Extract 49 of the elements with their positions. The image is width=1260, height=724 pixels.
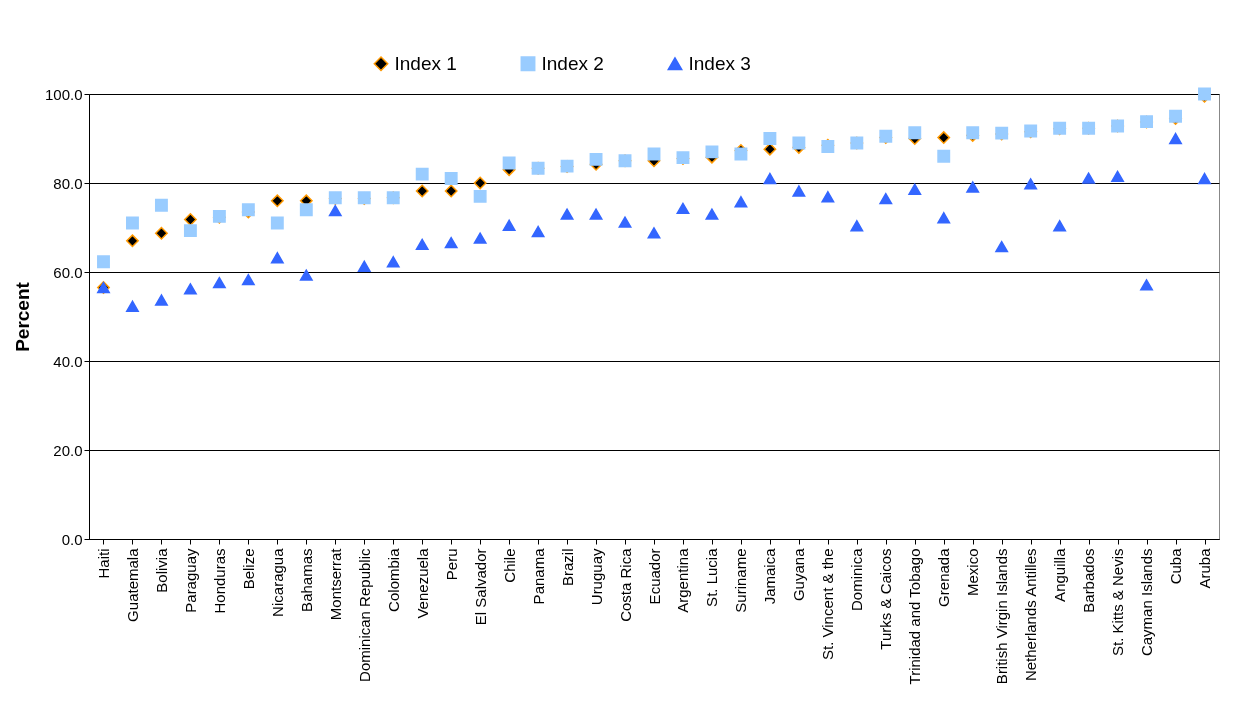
y-tick-label: 40.0: [53, 352, 83, 370]
x-tick-label: Mexico: [964, 548, 982, 597]
x-tick-label: Argentina: [674, 547, 692, 613]
y-axis-title: Percent: [11, 281, 33, 352]
x-tick-label: Cuba: [1167, 547, 1185, 585]
x-tick-label: Costa Rica: [616, 547, 634, 622]
x-tick-label: Netherlands Antilles: [1022, 548, 1040, 682]
legend-label: Index 3: [688, 52, 751, 74]
x-tick-label: Bolivia: [152, 547, 170, 593]
x-tick-label: Haiti: [94, 548, 112, 579]
x-tick-label: Guyana: [790, 547, 808, 602]
x-tick-label: Chile: [500, 548, 518, 583]
y-tick-label: 0.0: [61, 530, 83, 548]
x-tick-label: Venezuela: [413, 547, 431, 619]
x-tick-label: Peru: [442, 548, 460, 581]
x-tick-label: Panama: [529, 547, 547, 605]
x-tick-label: Turks & Caicos: [877, 548, 895, 650]
x-tick-label: Uruguay: [587, 548, 605, 606]
x-tick-label: Jamaica: [761, 547, 779, 605]
x-tick-label: Paraguay: [181, 548, 199, 613]
x-tick-label: Guatemala: [123, 547, 141, 622]
y-tick-label: 80.0: [53, 174, 83, 192]
x-tick-label: St. Vincent & the: [819, 548, 837, 660]
x-tick-label: Honduras: [210, 548, 228, 614]
x-tick-label: St. Kitts & Nevis: [1109, 548, 1127, 657]
x-tick-label: Barbados: [1080, 548, 1098, 613]
x-tick-label: Montserrat: [326, 547, 344, 621]
x-tick-label: Bahamas: [297, 548, 315, 612]
x-tick-label: Nicaragua: [268, 547, 286, 617]
y-tick-label: 60.0: [53, 263, 83, 281]
x-tick-label: St. Lucia: [703, 547, 721, 607]
x-tick-label: Anguilla: [1051, 547, 1069, 602]
x-tick-label: Brazil: [558, 548, 576, 587]
y-tick-label: 20.0: [53, 441, 83, 459]
x-tick-label: Dominica: [848, 547, 866, 612]
x-tick-label: Colombia: [384, 547, 402, 612]
x-tick-label: Trinidad and Tobago: [906, 548, 924, 685]
x-tick-label: Suriname: [732, 548, 750, 613]
legend-label: Index 2: [541, 52, 604, 74]
x-tick-label: Ecuador: [645, 548, 663, 605]
x-tick-label: Aruba: [1196, 547, 1214, 589]
x-tick-label: El Salvador: [471, 548, 489, 626]
x-tick-label: Grenada: [935, 547, 953, 607]
x-tick-label: Cayman Islands: [1138, 548, 1156, 657]
legend-label: Index 1: [394, 52, 457, 74]
x-tick-label: Belize: [239, 548, 257, 590]
y-tick-label: 100.0: [44, 85, 83, 103]
x-tick-label: British Virgin Islands: [993, 548, 1011, 685]
x-tick-label: Dominican Republic: [355, 548, 373, 682]
